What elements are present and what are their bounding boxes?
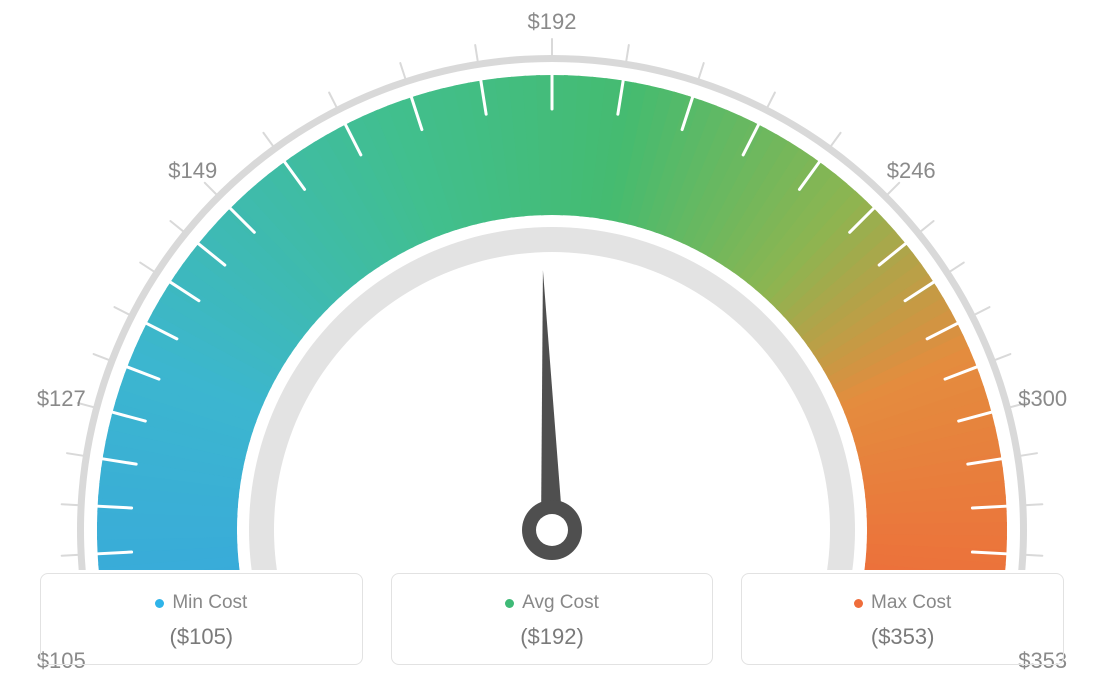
max-cost-title: Max Cost [854, 592, 951, 614]
min-cost-label: Min Cost [172, 592, 247, 614]
gauge-tick-label: $246 [887, 158, 936, 184]
avg-cost-title: Avg Cost [505, 592, 599, 614]
gauge-tick-label: $300 [1018, 386, 1067, 412]
gauge-tick-label: $149 [168, 158, 217, 184]
avg-cost-value: ($192) [402, 624, 703, 650]
avg-cost-card: Avg Cost ($192) [391, 573, 714, 665]
avg-dot-icon [505, 599, 514, 608]
min-dot-icon [155, 599, 164, 608]
summary-cards: Min Cost ($105) Avg Cost ($192) Max Cost… [40, 573, 1064, 665]
max-cost-label: Max Cost [871, 592, 951, 614]
gauge-tick-label: $192 [528, 9, 577, 35]
max-dot-icon [854, 599, 863, 608]
gauge-tick-label: $127 [37, 386, 86, 412]
gauge-area: $105$127$149$192$246$300$353 [0, 10, 1104, 570]
min-cost-value: ($105) [51, 624, 352, 650]
min-cost-card: Min Cost ($105) [40, 573, 363, 665]
max-cost-value: ($353) [752, 624, 1053, 650]
avg-cost-label: Avg Cost [522, 592, 599, 614]
max-cost-card: Max Cost ($353) [741, 573, 1064, 665]
gauge-chart-container: $105$127$149$192$246$300$353 Min Cost ($… [0, 0, 1104, 690]
gauge-svg [0, 10, 1104, 570]
min-cost-title: Min Cost [155, 592, 247, 614]
